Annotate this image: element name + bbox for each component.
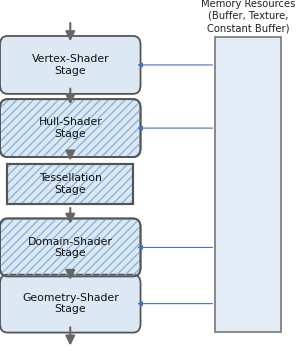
Text: Hull-Shader
Stage: Hull-Shader Stage (38, 117, 102, 139)
Text: Vertex-Shader
Stage: Vertex-Shader Stage (31, 54, 109, 76)
FancyBboxPatch shape (0, 274, 141, 333)
FancyBboxPatch shape (0, 36, 141, 94)
Text: Memory Resources
(Buffer, Texture,
Constant Buffer): Memory Resources (Buffer, Texture, Const… (201, 0, 295, 33)
FancyBboxPatch shape (0, 218, 141, 277)
Text: Domain-Shader
Stage: Domain-Shader Stage (28, 237, 113, 258)
Bar (215, 37, 281, 332)
Bar (7, 164, 133, 204)
FancyBboxPatch shape (0, 99, 141, 157)
Text: Geometry-Shader
Stage: Geometry-Shader Stage (22, 293, 119, 314)
Text: Tessellation
Stage: Tessellation Stage (39, 173, 102, 195)
Bar (7, 164, 133, 204)
Bar (7, 164, 133, 204)
